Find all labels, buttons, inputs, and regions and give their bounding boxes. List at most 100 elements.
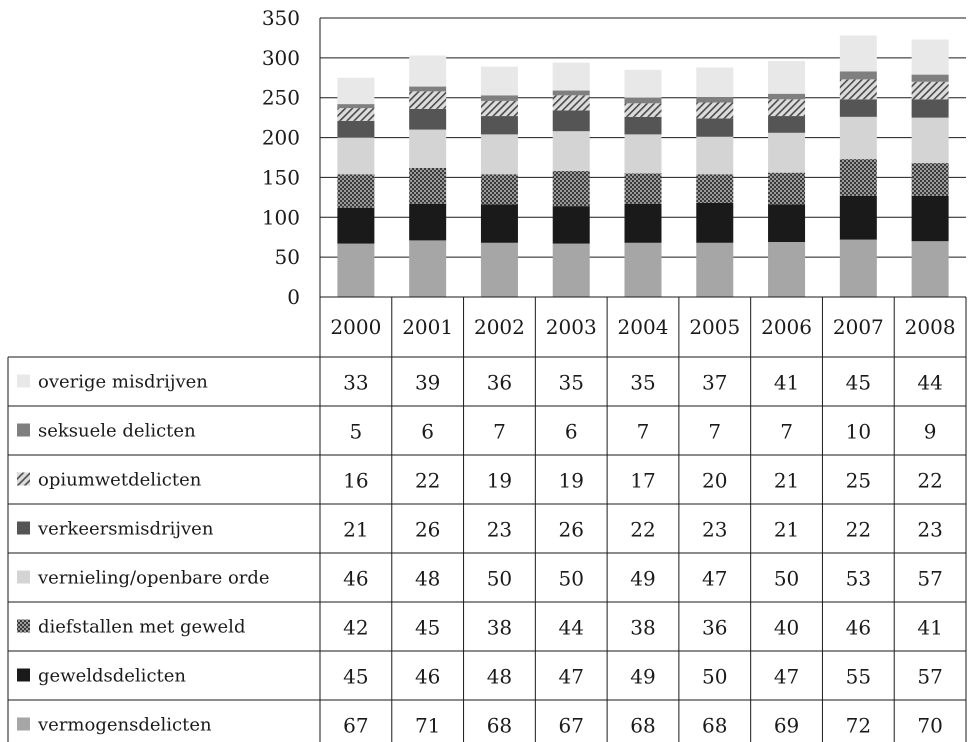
x-category-label: 2003 <box>546 315 597 339</box>
legend-label: verkeersmisdrijven <box>37 519 214 540</box>
data-value: 7 <box>637 420 650 444</box>
bar-segment <box>337 104 375 109</box>
y-tick-label: 200 <box>262 126 300 150</box>
data-value: 49 <box>630 567 655 591</box>
x-category-label: 2004 <box>618 315 669 339</box>
data-value: 68 <box>630 714 655 738</box>
data-value: 68 <box>702 714 727 738</box>
data-value: 44 <box>917 371 942 395</box>
data-value: 19 <box>558 469 583 493</box>
data-value: 45 <box>415 616 440 640</box>
data-value: 47 <box>774 665 799 689</box>
bar-stacks <box>337 35 949 297</box>
data-value: 67 <box>343 714 368 738</box>
legend-swatch <box>17 374 30 388</box>
data-value: 68 <box>487 714 512 738</box>
bar-segment <box>839 79 877 100</box>
bar-segment <box>768 116 806 133</box>
bar-segment <box>552 62 590 91</box>
data-value: 71 <box>415 714 440 738</box>
bar-segment <box>911 39 949 75</box>
bar-segment <box>337 243 375 297</box>
bar-segment <box>696 102 734 119</box>
bar-segment <box>552 243 590 297</box>
x-category-label: 2002 <box>474 315 525 339</box>
bar-segment <box>696 136 734 175</box>
bar-segment <box>480 95 518 101</box>
bar-segment <box>337 120 375 138</box>
x-category-label: 2007 <box>833 315 884 339</box>
data-table: 2000 2001 2002 2003 2004 2005 2006 2007 2008 over… <box>7 296 967 742</box>
bar-segment <box>409 129 447 168</box>
data-value: 35 <box>630 371 655 395</box>
data-value: 48 <box>487 665 512 689</box>
y-tick-label: 350 <box>262 6 300 30</box>
data-value: 19 <box>487 469 512 493</box>
bar-segment <box>624 69 662 98</box>
bar-stack <box>911 39 949 297</box>
data-value: 41 <box>774 371 799 395</box>
data-value: 55 <box>846 665 871 689</box>
bar-segment <box>624 203 662 243</box>
bar-segment <box>911 241 949 297</box>
bar-segment <box>839 159 877 196</box>
bar-segment <box>552 90 590 96</box>
bar-segment <box>480 204 518 243</box>
y-tick-label: 300 <box>262 46 300 70</box>
bar-segment <box>696 174 734 203</box>
legend-label: vermogensdelicten <box>37 715 212 736</box>
legend-swatch <box>17 668 30 682</box>
data-value: 53 <box>846 567 871 591</box>
data-value: 50 <box>487 567 512 591</box>
legend-label: overige misdrijven <box>38 372 208 393</box>
data-value: 45 <box>343 665 368 689</box>
data-value: 6 <box>565 420 578 444</box>
bar-segment <box>480 116 518 135</box>
bar-segment <box>911 195 949 242</box>
data-value: 57 <box>917 567 942 591</box>
data-value: 7 <box>708 420 721 444</box>
bar-stack <box>337 77 375 297</box>
data-value: 46 <box>343 567 368 591</box>
data-value: 21 <box>774 518 799 542</box>
legend-swatch <box>17 570 30 584</box>
data-value: 48 <box>415 567 440 591</box>
bar-segment <box>839 116 877 160</box>
data-value: 57 <box>917 665 942 689</box>
bar-segment <box>624 103 662 117</box>
data-value: 70 <box>917 714 942 738</box>
bar-segment <box>480 174 518 205</box>
bar-segment <box>839 35 877 72</box>
legend-label: seksuele delicten <box>38 421 196 442</box>
bar-stack <box>696 67 734 297</box>
data-value: 47 <box>558 665 583 689</box>
data-value: 22 <box>415 469 440 493</box>
data-value: 23 <box>702 518 727 542</box>
bar-segment <box>624 116 662 135</box>
bar-segment <box>409 108 447 130</box>
bar-segment <box>409 167 447 204</box>
bar-segment <box>839 239 877 297</box>
bar-segment <box>624 97 662 104</box>
bar-segment <box>696 67 734 97</box>
data-value: 7 <box>780 420 793 444</box>
data-value: 10 <box>846 420 871 444</box>
bar-segment <box>768 99 806 117</box>
bar-segment <box>696 242 734 297</box>
x-category-label: 2008 <box>905 315 956 339</box>
bar-segment <box>480 242 518 297</box>
y-tick-label: 150 <box>262 165 300 189</box>
bar-segment <box>337 207 375 244</box>
bar-segment <box>911 163 949 196</box>
data-value: 23 <box>917 518 942 542</box>
bar-stack <box>409 55 447 297</box>
data-value: 67 <box>558 714 583 738</box>
legend-swatch <box>17 472 30 486</box>
x-category-label: 2005 <box>689 315 740 339</box>
data-value: 50 <box>558 567 583 591</box>
legend-swatch <box>17 521 30 535</box>
bar-segment <box>552 110 590 132</box>
data-value: 25 <box>846 469 871 493</box>
data-value: 36 <box>702 616 727 640</box>
bar-segment <box>624 134 662 174</box>
